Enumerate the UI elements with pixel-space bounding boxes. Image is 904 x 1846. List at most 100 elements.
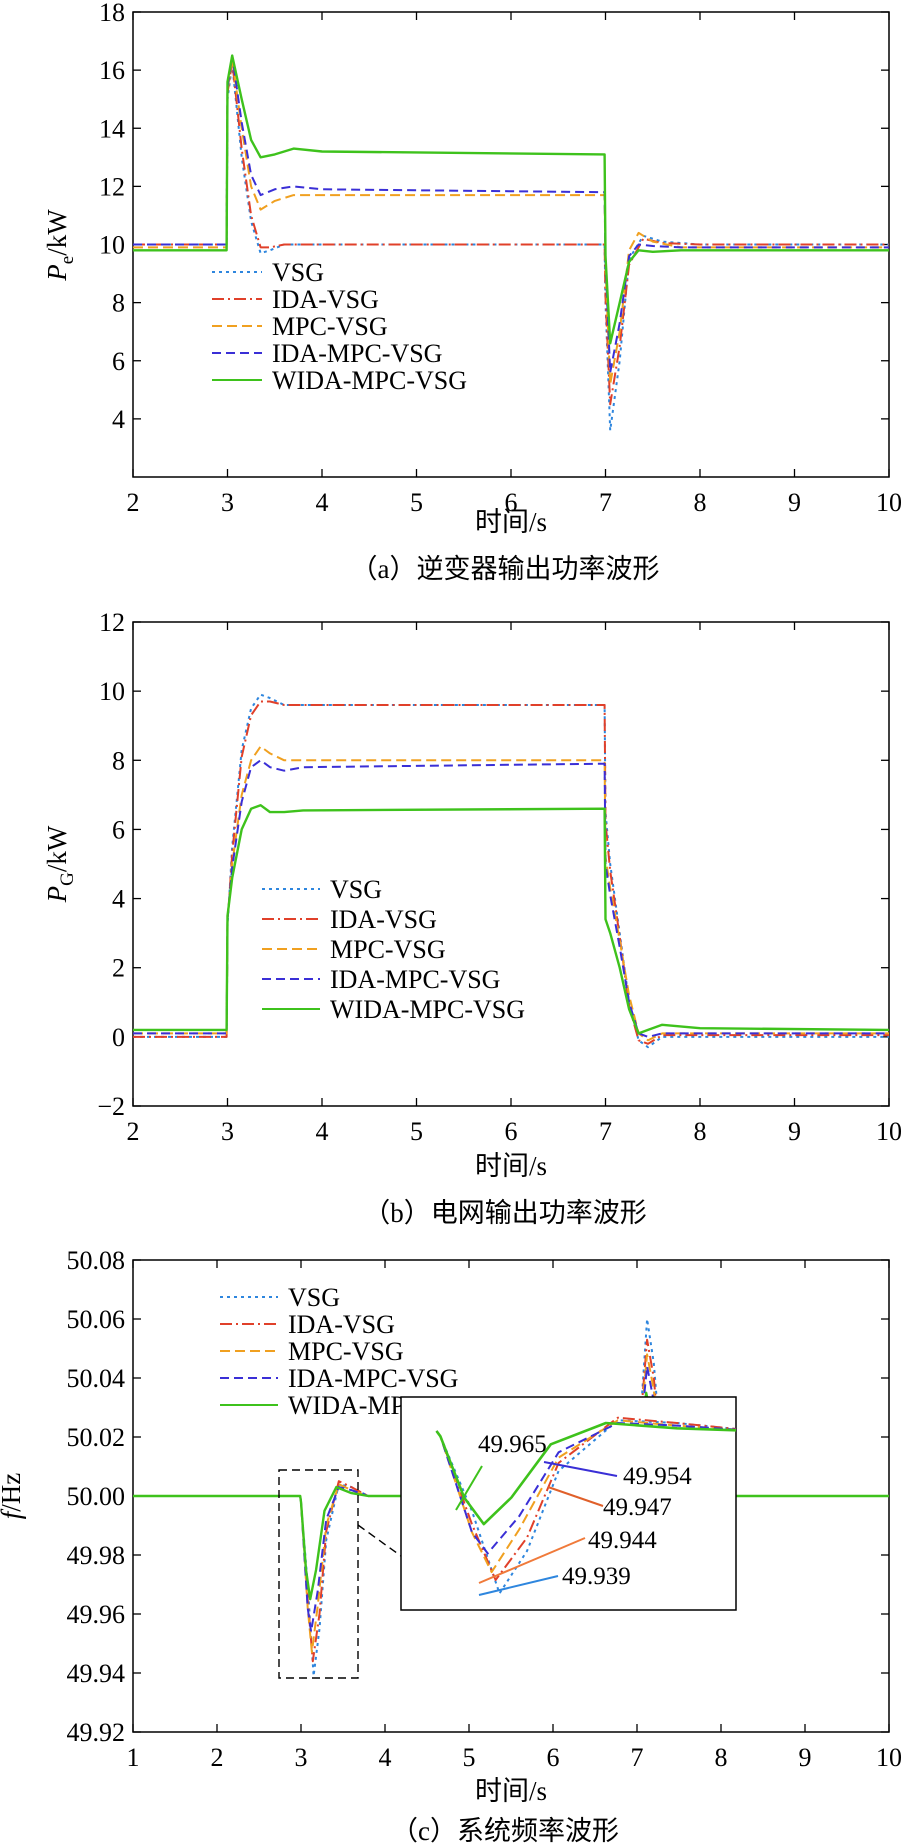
b-xtick-label: 10 [876,1117,902,1146]
b-ytick-label: 8 [112,746,125,775]
b-ytick-label: 0 [112,1023,125,1052]
a-series-mpc-vsg [133,57,889,385]
c-ytick-label: 49.96 [67,1600,126,1629]
b-xtick-label: 6 [505,1117,518,1146]
b-xtick-label: 7 [599,1117,612,1146]
a-ylabel-main: P [42,264,72,282]
ann-49947: 49.947 [603,1494,672,1521]
c-xtick-label: 7 [631,1743,644,1772]
a-xtick-label: 9 [788,488,801,517]
b-axis-ticks: 2 3 4 5 6 7 8 9 10 −2 0 2 4 6 8 10 12 [97,608,902,1146]
b-ytick-label: 6 [112,815,125,844]
ann-line-49965 [455,1465,483,1511]
b-series-ida-mpc-vsg [133,759,889,1038]
a-ylabel-unit: /kW [42,209,72,256]
c-ytick-label: 49.92 [67,1718,126,1747]
a-ytick-label: 18 [99,0,125,27]
a-xtick-label: 10 [876,488,902,517]
a-ytick-label: 16 [99,56,125,85]
a-xtick-label: 4 [316,488,329,517]
c-xtick-label: 4 [379,1743,392,1772]
inset-series-wida-mpc-vsg [435,1421,736,1526]
inset-series-vsg [435,1419,736,1595]
c-xtick-label: 9 [799,1743,812,1772]
chart-panel-b: 2 3 4 5 6 7 8 9 10 −2 0 2 4 6 8 10 12 VSGIDA-VSGMPC-VSGI… [42,608,902,1228]
a-ytick-label: 14 [99,114,125,143]
zoom-connector [357,1524,402,1557]
b-series-ida-vsg [133,700,889,1045]
a-legend-label: MPC-VSG [272,312,388,341]
chart-panel-c: 1 2 3 4 5 6 7 8 9 10 49.92 49.94 49.96 49.98 50.00 50.0… [0,1246,902,1846]
b-ytick-label: 12 [99,608,125,637]
c-ytick-label: 50.08 [67,1246,126,1275]
a-legend-label: VSG [272,258,324,287]
inset-frame [400,1396,737,1611]
b-xtick-label: 5 [410,1117,423,1146]
b-ytick-label: −2 [97,1092,125,1121]
a-ytick-label: 4 [112,405,125,434]
b-ytick-label: 10 [99,677,125,706]
b-xtick-label: 2 [127,1117,140,1146]
ann-line-49944 [478,1537,586,1584]
ann-49965: 49.965 [478,1431,547,1458]
c-xtick-label: 8 [715,1743,728,1772]
svg-text:Pe/kW: Pe/kW [42,209,78,282]
c-ytick-label: 50.00 [67,1482,126,1511]
b-xtick-label: 3 [221,1117,234,1146]
c-ytick-label: 50.02 [67,1423,126,1452]
a-series-wida-mpc-vsg [133,54,889,345]
a-xlabel: 时间/s [475,507,547,537]
c-ylabel-unit: /Hz [0,1473,26,1512]
c-ytick-label: 49.98 [67,1541,126,1570]
a-legend-label: IDA-VSG [272,285,379,314]
c-legend-label: MPC-VSG [288,1337,404,1366]
a-legend-label: IDA-MPC-VSG [272,339,442,368]
b-ytick-label: 2 [112,954,125,983]
c-ytick-label: 50.04 [67,1364,126,1393]
b-legend-label: VSG [330,875,382,904]
a-caption: （a）逆变器输出功率波形 [351,554,660,584]
a-xtick-label: 7 [599,488,612,517]
ann-49954: 49.954 [623,1463,692,1490]
b-xtick-label: 8 [694,1117,707,1146]
plot-area-b [132,621,890,1107]
zoom-inset: 49.965 49.954 49.947 49.944 49.939 [400,1396,737,1611]
b-legend-label: MPC-VSG [330,935,446,964]
a-series-lines [133,54,889,432]
ann-line-49939 [478,1575,559,1596]
a-ytick-label: 8 [112,289,125,318]
b-ytick-label: 4 [112,885,125,914]
b-ylabel-sub: G [57,872,78,886]
c-xtick-label: 10 [876,1743,902,1772]
b-ylabel: PG/kW [42,825,78,903]
c-xtick-label: 2 [211,1743,224,1772]
a-ytick-label: 6 [112,347,125,376]
c-legend-label: IDA-MPC-VSG [288,1364,458,1393]
inset-series-lines [435,1416,736,1595]
b-series-wida-mpc-vsg [133,804,889,1035]
b-legend-label: IDA-VSG [330,905,437,934]
ann-49944: 49.944 [588,1527,657,1554]
c-ytick-label: 49.94 [67,1659,126,1688]
b-legend-label: IDA-MPC-VSG [330,965,500,994]
c-xtick-label: 1 [127,1743,140,1772]
c-ylabel-main: f [0,1508,26,1519]
a-xtick-label: 8 [694,488,707,517]
c-ylabel: f/Hz [0,1473,26,1520]
c-ytick-label: 50.06 [67,1305,126,1334]
chart-panel-a: 2 3 4 5 6 7 8 9 10 4 6 8 10 12 14 16 18 VSGIDA-VSGMPC-VS… [42,0,902,584]
c-legend-label: IDA-VSG [288,1310,395,1339]
a-xtick-label: 2 [127,488,140,517]
a-ylabel-sub: e [57,256,78,264]
svg-text:PG/kW: PG/kW [42,825,78,903]
b-xtick-label: 4 [316,1117,329,1146]
b-ylabel-main: P [42,886,72,904]
c-xtick-label: 3 [295,1743,308,1772]
b-caption: （b）电网输出功率波形 [363,1198,647,1228]
b-ylabel-unit: /kW [42,825,72,872]
a-series-ida-vsg [133,60,889,406]
b-series-lines [133,693,889,1049]
c-caption: （c）系统频率波形 [391,1816,619,1846]
a-xtick-label: 5 [410,488,423,517]
